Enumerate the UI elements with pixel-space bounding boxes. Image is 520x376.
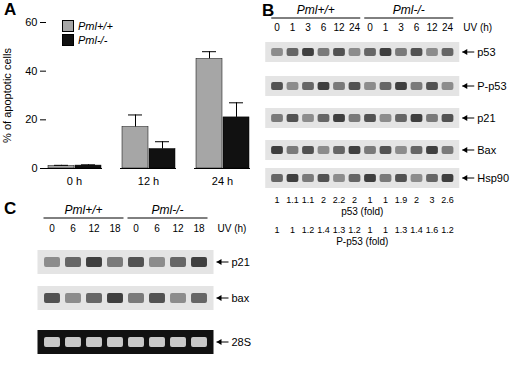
svg-text:6: 6 <box>154 223 160 234</box>
svg-text:1.6: 1.6 <box>426 225 439 235</box>
svg-text:1.2: 1.2 <box>348 225 361 235</box>
svg-text:0: 0 <box>367 22 373 33</box>
svg-text:0 h: 0 h <box>67 175 82 187</box>
svg-text:6: 6 <box>70 223 76 234</box>
svg-text:Hsp90: Hsp90 <box>477 172 509 184</box>
svg-text:18: 18 <box>109 223 121 234</box>
svg-text:12: 12 <box>426 22 438 33</box>
svg-text:0: 0 <box>274 22 280 33</box>
svg-text:40: 40 <box>25 65 37 77</box>
svg-text:C: C <box>4 199 16 218</box>
svg-text:1.2: 1.2 <box>441 225 454 235</box>
svg-text:3: 3 <box>305 22 311 33</box>
svg-text:1: 1 <box>367 195 372 205</box>
svg-text:0: 0 <box>133 223 139 234</box>
svg-text:P-p53: P-p53 <box>477 80 506 92</box>
svg-text:24: 24 <box>349 22 361 33</box>
html-text:Pml-/-: Pml-/- <box>78 34 108 46</box>
svg-text:1: 1 <box>383 195 388 205</box>
html-text:Pml+/+: Pml+/+ <box>78 20 113 32</box>
svg-text:% of apoptotic cells: % of apoptotic cells <box>1 48 13 143</box>
svg-text:60: 60 <box>25 16 37 28</box>
svg-text:12: 12 <box>172 223 184 234</box>
svg-text:1.3: 1.3 <box>333 225 346 235</box>
svg-text:p21: p21 <box>232 256 250 268</box>
svg-text:12: 12 <box>333 22 345 33</box>
svg-text:Pml+/+: Pml+/+ <box>297 3 335 17</box>
svg-text:1: 1 <box>367 225 372 235</box>
svg-text:bax: bax <box>232 292 250 304</box>
svg-text:Bax: Bax <box>477 144 496 156</box>
svg-text:28S: 28S <box>232 336 252 348</box>
svg-text:6: 6 <box>321 22 327 33</box>
svg-text:18: 18 <box>193 223 205 234</box>
svg-text:B: B <box>262 1 274 20</box>
svg-text:Pml-/-: Pml-/- <box>393 3 425 17</box>
svg-text:3: 3 <box>429 195 434 205</box>
svg-text:1.4: 1.4 <box>317 225 330 235</box>
svg-text:24: 24 <box>442 22 454 33</box>
svg-text:1: 1 <box>383 22 389 33</box>
svg-text:0: 0 <box>49 223 55 234</box>
svg-text:p53: p53 <box>477 46 495 58</box>
svg-text:UV (h): UV (h) <box>463 22 492 33</box>
svg-text:p53 (fold): p53 (fold) <box>341 206 383 217</box>
svg-text:Pml-/-: Pml-/- <box>152 203 184 217</box>
svg-text:24 h: 24 h <box>212 175 233 187</box>
svg-text:1: 1 <box>290 225 295 235</box>
svg-text:12: 12 <box>88 223 100 234</box>
svg-text:1.9: 1.9 <box>395 195 408 205</box>
svg-text:UV (h): UV (h) <box>218 223 247 234</box>
svg-text:2.2: 2.2 <box>333 195 346 205</box>
svg-text:1: 1 <box>274 225 279 235</box>
svg-text:1: 1 <box>383 225 388 235</box>
svg-text:P-p53 (fold): P-p53 (fold) <box>336 236 388 247</box>
svg-text:0: 0 <box>31 162 37 174</box>
svg-text:2: 2 <box>321 195 326 205</box>
svg-text:1: 1 <box>274 195 279 205</box>
svg-text:2.6: 2.6 <box>441 195 454 205</box>
html-text:A: A <box>4 0 17 19</box>
svg-text:12 h: 12 h <box>138 175 159 187</box>
svg-text:20: 20 <box>25 113 37 125</box>
svg-text:1.1: 1.1 <box>302 195 315 205</box>
svg-text:2: 2 <box>414 195 419 205</box>
svg-text:6: 6 <box>414 22 420 33</box>
svg-text:1.1: 1.1 <box>286 195 299 205</box>
svg-text:3: 3 <box>398 22 404 33</box>
svg-text:1.4: 1.4 <box>410 225 423 235</box>
svg-text:1.2: 1.2 <box>302 225 315 235</box>
svg-text:p21: p21 <box>477 112 495 124</box>
svg-text:2: 2 <box>352 195 357 205</box>
svg-text:Pml+/+: Pml+/+ <box>64 203 102 217</box>
svg-text:1.3: 1.3 <box>395 225 408 235</box>
svg-text:1: 1 <box>290 22 296 33</box>
